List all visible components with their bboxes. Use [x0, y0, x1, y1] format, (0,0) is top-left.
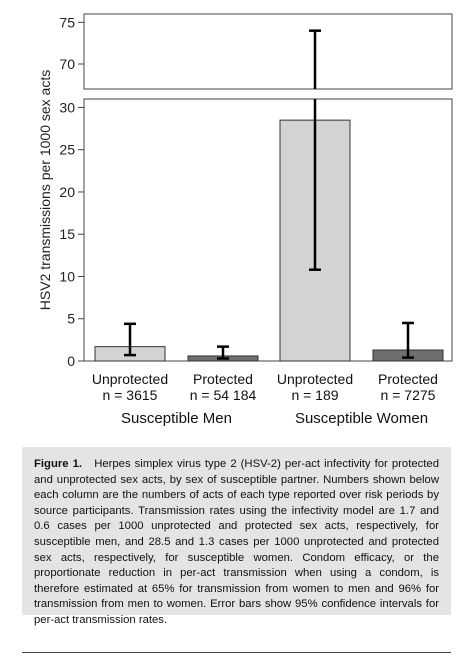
bottom-rule: [22, 652, 451, 653]
n-label: n = 54 184: [190, 387, 257, 403]
upper-panel-frame: [83, 13, 453, 90]
lower-y-tick-label: 25: [59, 142, 75, 158]
lower-y-tick-label: 15: [59, 226, 75, 242]
category-label: Protected: [193, 371, 253, 387]
n-label: n = 7275: [381, 387, 436, 403]
category-label: Protected: [378, 371, 438, 387]
n-label: n = 3615: [103, 387, 158, 403]
lower-y-tick-label: 0: [67, 353, 75, 369]
group-label: Susceptible Women: [295, 410, 428, 427]
caption-label: Figure 1.: [34, 458, 82, 470]
lower-y-tick-label: 30: [59, 99, 75, 115]
group-label: Susceptible Men: [121, 410, 232, 427]
upper-y-tick-label: 70: [59, 56, 75, 72]
lower-panel: 0 5 10 15 20 25 30: [59, 98, 453, 369]
upper-panel: 70 75: [59, 13, 453, 90]
lower-panel-frame: [83, 98, 453, 362]
lower-y-tick-label: 10: [59, 268, 75, 284]
lower-y-tick-label: 5: [67, 311, 75, 327]
lower-y-tick-label: 20: [59, 184, 75, 200]
caption-text: Herpes simplex virus type 2 (HSV-2) per-…: [34, 458, 439, 626]
category-label: Unprotected: [92, 371, 168, 387]
n-label: n = 189: [291, 387, 338, 403]
y-axis-label: HSV2 transmissions per 1000 sex acts: [37, 70, 53, 310]
category-label: Unprotected: [277, 371, 353, 387]
upper-y-tick-label: 75: [59, 14, 75, 30]
figure-caption: Figure 1. Herpes simplex virus type 2 (H…: [22, 447, 451, 626]
bar-chart: 70 75 0 5 10 15 20 25 30 HSV2 transmissions per…: [37, 13, 453, 427]
